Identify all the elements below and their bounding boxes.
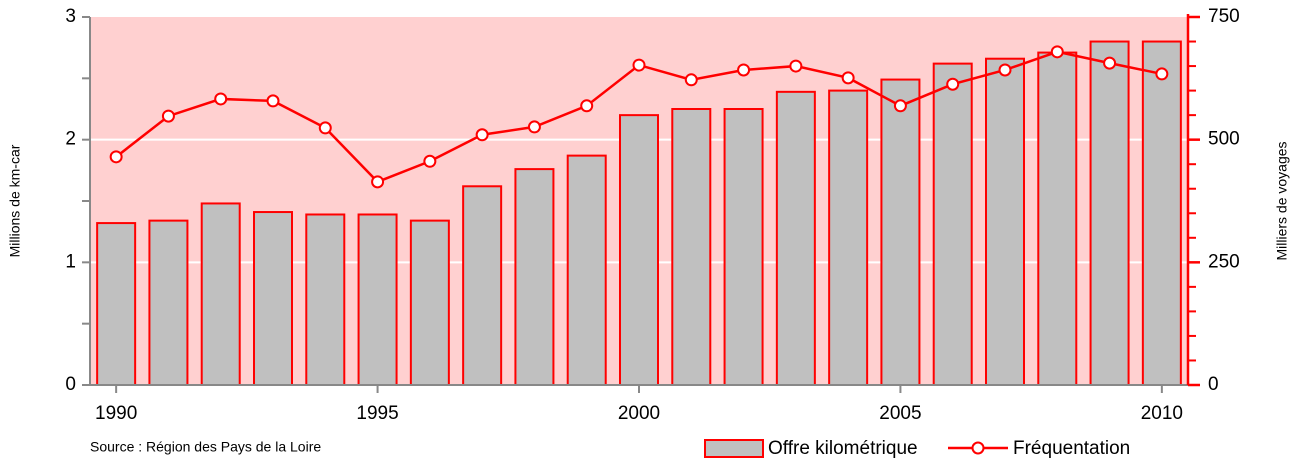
- line-marker: [371, 175, 385, 189]
- y-axis-label: Millions de km-car: [7, 144, 23, 257]
- legend-label: Fréquentation: [1013, 438, 1130, 459]
- bar: [1037, 51, 1078, 386]
- bar: [985, 57, 1025, 386]
- line-marker: [161, 109, 175, 123]
- source: Source : Région des Pays de la Loire: [90, 439, 321, 455]
- bar: [514, 168, 555, 386]
- x-tick-label: 2010: [1141, 403, 1183, 424]
- x-tick-label: 1990: [95, 403, 137, 424]
- bar: [462, 185, 503, 386]
- bar: [96, 222, 137, 386]
- line-marker: [893, 99, 907, 113]
- line-marker: [1103, 56, 1117, 70]
- bar: [409, 219, 450, 386]
- line-marker: [214, 92, 228, 106]
- bar: [305, 213, 346, 386]
- legend-swatch: [704, 439, 764, 458]
- bar: [828, 89, 869, 386]
- line-marker: [527, 120, 541, 134]
- line-marker: [737, 63, 751, 77]
- line-marker: [580, 99, 594, 113]
- line-marker: [684, 73, 698, 87]
- bar: [357, 213, 398, 386]
- line-marker: [318, 121, 332, 135]
- line-marker: [1155, 67, 1169, 81]
- line-marker: [423, 154, 437, 168]
- line-marker: [946, 77, 960, 91]
- bar: [1089, 40, 1130, 387]
- line-marker: [841, 71, 855, 85]
- line-marker: [789, 59, 803, 73]
- line-marker: [998, 63, 1012, 77]
- line-marker: [632, 58, 646, 72]
- bar: [723, 108, 764, 386]
- y2-tick-label: 750: [1208, 6, 1240, 27]
- y-tick-label: 1: [65, 251, 76, 272]
- legend-marker: [971, 441, 985, 455]
- legend-label: Offre kilométrique: [768, 438, 918, 459]
- y2-tick-label: 500: [1208, 129, 1240, 150]
- x-tick-label: 2000: [618, 403, 660, 424]
- line-marker: [475, 128, 489, 142]
- bar: [671, 108, 712, 386]
- bar: [775, 90, 816, 387]
- line-marker: [1050, 45, 1064, 59]
- line-marker: [266, 94, 280, 108]
- x-tick-label: 2005: [879, 403, 921, 424]
- bar: [1141, 40, 1182, 387]
- y2-tick-label: 250: [1208, 251, 1240, 272]
- bar: [148, 219, 189, 386]
- bar: [880, 78, 921, 386]
- y2-axis-label: Milliers de voyages: [1274, 141, 1290, 260]
- y-tick-label: 0: [65, 374, 76, 395]
- y-tick-label: 2: [65, 129, 76, 150]
- y-tick-label: 3: [65, 6, 76, 27]
- bar: [619, 114, 659, 386]
- bar: [932, 62, 973, 386]
- bar: [253, 211, 293, 386]
- x-tick-label: 1995: [356, 403, 398, 424]
- line-marker: [109, 150, 123, 164]
- bar: [200, 202, 241, 386]
- bar: [566, 154, 607, 386]
- y2-tick-label: 0: [1208, 374, 1219, 395]
